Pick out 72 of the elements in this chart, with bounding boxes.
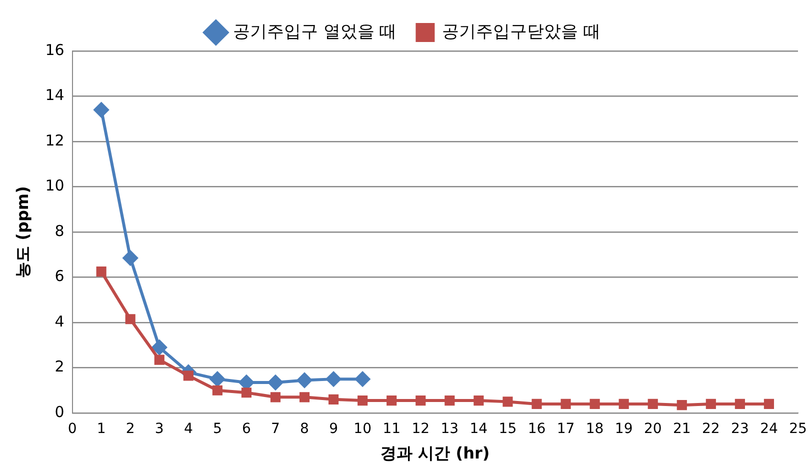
y-tick-label: 8 xyxy=(54,222,64,240)
x-tick-label: 18 xyxy=(586,421,604,438)
point xyxy=(734,398,745,409)
x-tick-label: 15 xyxy=(498,421,517,438)
point xyxy=(152,340,167,355)
x-tick-label: 24 xyxy=(760,421,778,438)
point xyxy=(326,372,342,387)
x-tick-label: 5 xyxy=(212,421,222,438)
point xyxy=(238,374,254,390)
point xyxy=(764,398,774,409)
y-tick-label: 4 xyxy=(54,312,64,330)
point xyxy=(560,398,571,409)
point xyxy=(270,392,281,402)
x-tick-label: 2 xyxy=(126,421,135,438)
point xyxy=(590,398,600,409)
x-tick-label: 14 xyxy=(470,421,488,438)
y-tick-label: 16 xyxy=(45,40,64,59)
point xyxy=(444,396,455,406)
x-tick-label: 16 xyxy=(528,421,546,438)
point xyxy=(299,392,310,402)
point xyxy=(648,398,658,409)
x-tick-label: 10 xyxy=(354,421,372,438)
legend-label: 공기주입구 열었을 때 xyxy=(232,22,397,42)
point xyxy=(94,102,109,118)
point xyxy=(618,398,629,409)
point xyxy=(154,354,164,365)
point xyxy=(676,400,687,410)
point xyxy=(706,398,716,409)
x-tick-label: 7 xyxy=(271,421,280,438)
point xyxy=(125,314,136,324)
x-tick-label: 22 xyxy=(702,421,720,438)
x-tick-label: 8 xyxy=(300,421,309,438)
x-tick-label: 25 xyxy=(789,421,807,438)
x-tick-label: 0 xyxy=(68,421,77,438)
x-tick-label: 19 xyxy=(614,421,633,438)
point xyxy=(122,250,138,266)
point xyxy=(268,374,283,390)
point xyxy=(358,396,368,406)
point xyxy=(96,266,106,277)
x-tick-label: 13 xyxy=(440,421,459,438)
legend-label: 공기주입구닫았을 때 xyxy=(442,22,601,42)
point xyxy=(502,396,513,407)
x-tick-label: 3 xyxy=(154,421,164,438)
x-tick-label: 23 xyxy=(731,421,749,438)
point xyxy=(355,372,370,387)
x-tick-label: 6 xyxy=(242,421,251,438)
point xyxy=(532,398,542,409)
y-tick-label: 6 xyxy=(54,267,64,286)
x-tick-label: 21 xyxy=(672,421,691,438)
point xyxy=(183,370,194,381)
x-tick-label: 4 xyxy=(184,421,193,438)
point xyxy=(297,372,312,388)
y-tick-label: 10 xyxy=(45,176,64,195)
x-tick-label: 17 xyxy=(556,421,575,438)
x-tick-label: 9 xyxy=(329,421,338,438)
y-tick-label: 0 xyxy=(54,402,64,421)
y-axis-title: 농도 (ppm) xyxy=(12,186,32,278)
point xyxy=(241,388,252,398)
x-tick-label: 11 xyxy=(382,421,401,438)
point xyxy=(416,396,426,406)
point xyxy=(210,372,225,387)
y-tick-label: 2 xyxy=(54,358,64,376)
x-tick-label: 1 xyxy=(96,421,106,438)
y-tick-label: 12 xyxy=(45,131,64,150)
point xyxy=(212,385,222,396)
point xyxy=(328,394,339,404)
y-tick-label: 14 xyxy=(45,86,64,104)
x-axis-title: 경과 시간 (hr) xyxy=(380,444,490,463)
x-tick-label: 20 xyxy=(644,421,662,438)
x-tick-label: 12 xyxy=(412,421,430,438)
point xyxy=(474,396,484,406)
point xyxy=(386,396,397,406)
